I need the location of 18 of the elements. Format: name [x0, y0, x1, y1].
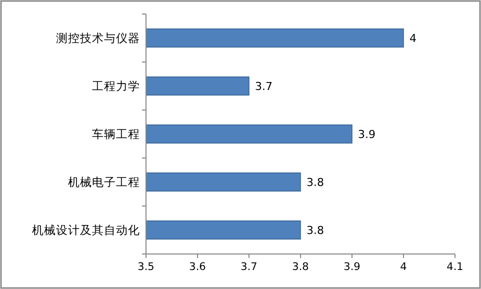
x-tick-label: 4.1 [446, 261, 464, 273]
x-tick-label: 3.5 [138, 261, 154, 273]
x-tick-label: 3.9 [344, 261, 360, 273]
plot: 4 3.7 3.9 3.8 3.8 [146, 28, 416, 240]
y-tick-label: 工程力学 [92, 79, 140, 93]
y-tick-label: 车辆工程 [92, 127, 140, 141]
y-tick-label: 机械电子工程 [68, 175, 140, 189]
data-label: 3.9 [358, 128, 376, 141]
y-tick-label: 测控技术与仪器 [56, 31, 140, 45]
data-label: 3.8 [306, 176, 324, 189]
x-tick-label: 4 [400, 261, 408, 273]
data-label: 3.7 [255, 80, 272, 93]
data-label: 4 [410, 32, 416, 45]
x-tick-label: 3.7 [240, 261, 258, 273]
data-label: 3.8 [306, 224, 324, 237]
x-tick-label: 3.8 [292, 261, 309, 273]
y-tick-label: 机械设计及其自动化 [32, 223, 140, 237]
x-tick-label: 3.6 [189, 261, 206, 273]
